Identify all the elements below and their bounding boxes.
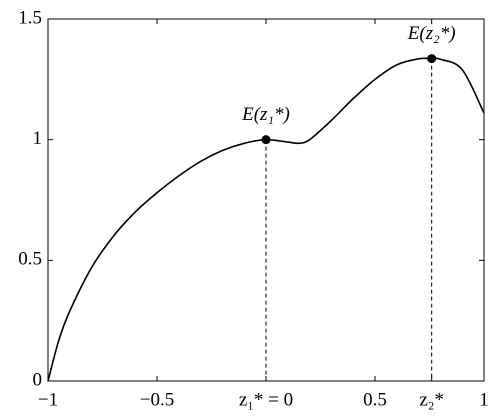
y-tick-label: 1.5 <box>18 7 42 28</box>
x-tick-label: z₁* = 0 <box>239 389 293 410</box>
point <box>427 54 437 64</box>
annotation-label: E(z₂*) <box>407 23 456 44</box>
x-tick-label: −1 <box>38 389 58 410</box>
annotation-label: E(z₁*) <box>241 104 290 125</box>
plot-frame <box>47 18 485 382</box>
x-tick-label: 0.5 <box>363 389 387 410</box>
point <box>261 135 271 145</box>
x-tick-label: z₂* <box>419 389 444 410</box>
x-tick-label: 1 <box>479 389 489 410</box>
y-tick-label: 0 <box>33 369 43 390</box>
y-tick-label: 0.5 <box>18 249 42 270</box>
curve <box>47 57 485 382</box>
x-tick-label: −0.5 <box>140 389 174 410</box>
y-tick-label: 1 <box>33 128 43 149</box>
